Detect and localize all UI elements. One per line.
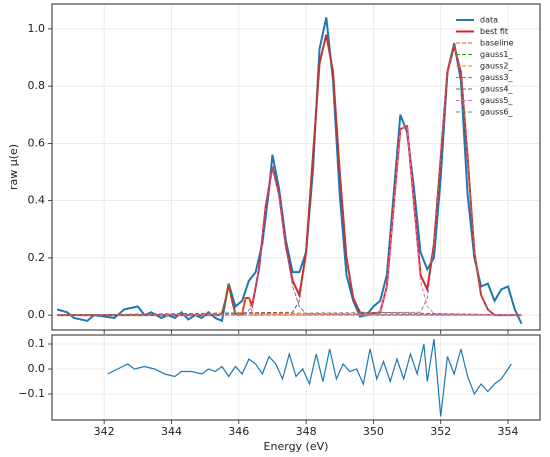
series-line [57,125,522,316]
series-line [57,283,522,316]
x-tick-label: 344 [161,425,182,438]
x-tick-label: 346 [228,425,249,438]
y-axis-label: raw μ(e) [7,144,20,190]
plot-area [107,338,512,417]
series-line [57,44,522,316]
y-tick-label: 0.0 [28,308,46,321]
legend-label: data [480,16,498,25]
plot-area [56,17,523,325]
axes-frame [51,3,541,331]
series-line [57,34,522,316]
y-tick-label: 0.6 [28,136,46,149]
series-line [56,17,523,325]
x-tick-label: 354 [498,425,519,438]
legend-label: gauss5_ [480,96,513,105]
x-tick-label: 352 [430,425,451,438]
legend-label: gauss4_ [480,85,513,94]
y-tick-label: 0.0 [28,362,46,375]
x-tick-label: 342 [94,425,115,438]
legend-label: best fit [480,27,508,36]
legend-label: gauss3_ [480,73,513,82]
series-line [57,297,522,316]
y-tick-label: 1.0 [28,22,46,35]
legend-label: baseline [480,39,514,48]
legend-label: gauss2_ [480,62,513,71]
x-axis-label: Energy (eV) [264,440,329,453]
series-line [57,166,522,316]
y-tick-label: 0.2 [28,251,46,264]
legend-label: gauss1_ [480,50,513,59]
y-tick-label: 0.8 [28,79,46,92]
legend-label: gauss6_ [480,108,513,117]
x-tick-label: 350 [363,425,384,438]
series-line [57,34,522,317]
y-tick-label: 0.1 [28,337,46,350]
axes-frame [51,334,541,421]
residual-line [107,338,512,417]
y-tick-label: 0.4 [28,194,46,207]
x-tick-label: 348 [296,425,317,438]
y-tick-label: −0.1 [18,387,45,400]
